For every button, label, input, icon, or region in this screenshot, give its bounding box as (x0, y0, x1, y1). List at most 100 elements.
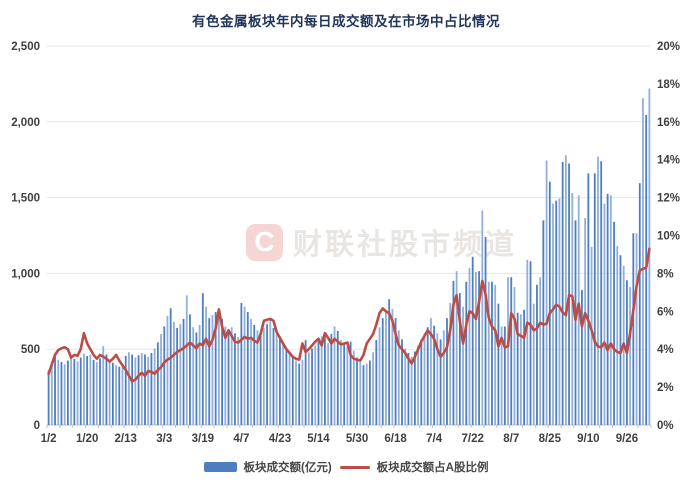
volume-bar (426, 327, 429, 425)
volume-bar (192, 327, 195, 425)
volume-bar (221, 318, 223, 425)
volume-bar (349, 341, 352, 425)
volume-bar (500, 326, 503, 425)
volume-bar (320, 336, 323, 425)
right-axis-tick-label: 16% (657, 117, 680, 129)
volume-bar (388, 299, 391, 425)
volume-bar (616, 246, 619, 425)
volume-bar (497, 303, 500, 425)
volume-bar (66, 360, 69, 425)
volume-bar (253, 324, 256, 425)
right-axis-tick-label: 8% (657, 268, 674, 280)
volume-bar (240, 302, 243, 425)
volume-bar (99, 358, 101, 425)
volume-bar (430, 318, 432, 425)
volume-bar (433, 325, 436, 425)
volume-bar (317, 340, 320, 425)
volume-bar (250, 318, 252, 425)
volume-bar (365, 363, 368, 425)
ratio-line (47, 247, 651, 383)
volume-bar (439, 339, 442, 425)
volume-bar (420, 339, 423, 425)
volume-bar (211, 315, 214, 425)
volume-bar (324, 332, 326, 425)
volume-bar (282, 342, 285, 425)
volume-bar (259, 334, 262, 425)
left-axis-tick-label: 0 (34, 420, 40, 432)
volume-bar (603, 203, 606, 425)
x-axis-tick-label: 6/18 (384, 433, 407, 445)
volume-bar (134, 357, 137, 425)
volume-bar (346, 345, 349, 425)
volume-bar (47, 370, 50, 425)
volume-bar (613, 221, 615, 425)
volume-bar (391, 309, 394, 425)
volume-bar (629, 287, 632, 425)
volume-bar (574, 220, 577, 425)
volume-bar (606, 193, 609, 425)
bar-series-swatch (203, 462, 237, 472)
right-axis-tick-label: 12% (657, 193, 680, 205)
volume-bar (503, 326, 506, 425)
volume-bar (378, 327, 381, 425)
x-axis-tick-label: 8/25 (539, 433, 562, 445)
volume-bar (137, 355, 140, 425)
volume-bar (63, 364, 66, 425)
volume-bar (256, 330, 259, 425)
volume-bar (76, 361, 79, 425)
x-axis-tick-label: 9/26 (616, 433, 638, 445)
line-series-swatch (339, 465, 370, 469)
volume-bar (571, 193, 574, 425)
volume-bar (478, 271, 481, 425)
volume-bar (619, 255, 622, 425)
x-axis-tick-label: 3/3 (156, 433, 172, 445)
volume-bar (526, 259, 529, 425)
volume-bar (50, 361, 53, 425)
volume-bar (333, 326, 336, 425)
volume-bar (584, 218, 587, 425)
volume-bar (285, 348, 288, 425)
volume-bar (397, 330, 400, 425)
volume-bar (471, 256, 474, 425)
volume-bar (507, 277, 509, 425)
volume-bar (234, 333, 236, 425)
volume-bar (564, 155, 567, 426)
volume-bar (128, 352, 130, 425)
volume-bar (327, 343, 330, 425)
volume-bar (54, 356, 56, 425)
volume-bar (266, 324, 268, 425)
volume-bar (532, 303, 535, 425)
volume-bar (609, 195, 612, 425)
volume-bar (368, 360, 371, 425)
legend-item-ratio: 板块成交额占A股比例 (339, 459, 488, 475)
volume-bar (304, 340, 307, 425)
volume-bar (115, 365, 117, 425)
volume-bar (516, 312, 519, 425)
volume-bar (542, 220, 545, 425)
volume-bar (407, 352, 410, 425)
volume-bar (449, 302, 452, 425)
volume-bar (201, 293, 204, 425)
volume-bar (173, 321, 175, 425)
volume-bar (381, 318, 384, 425)
volume-bar (510, 277, 513, 425)
volume-bar (635, 233, 638, 425)
x-axis-tick-label: 4/23 (269, 433, 291, 445)
volume-bar (279, 337, 281, 425)
volume-bar (446, 318, 448, 425)
volume-bar (372, 352, 374, 425)
volume-bar (336, 331, 339, 425)
volume-bar (272, 327, 275, 425)
volume-bar (288, 353, 291, 425)
legend-label-volume: 板块成交额(亿元) (243, 462, 332, 474)
volume-bar (494, 284, 497, 425)
volume-bar (140, 352, 143, 425)
volume-bar (150, 352, 153, 425)
volume-bar (295, 360, 297, 425)
volume-bar (340, 340, 342, 425)
x-axis-tick-label: 3/19 (192, 433, 214, 445)
volume-bar (230, 327, 233, 425)
volume-bar (79, 357, 82, 425)
cailianshe-logo-icon: C (246, 223, 283, 261)
